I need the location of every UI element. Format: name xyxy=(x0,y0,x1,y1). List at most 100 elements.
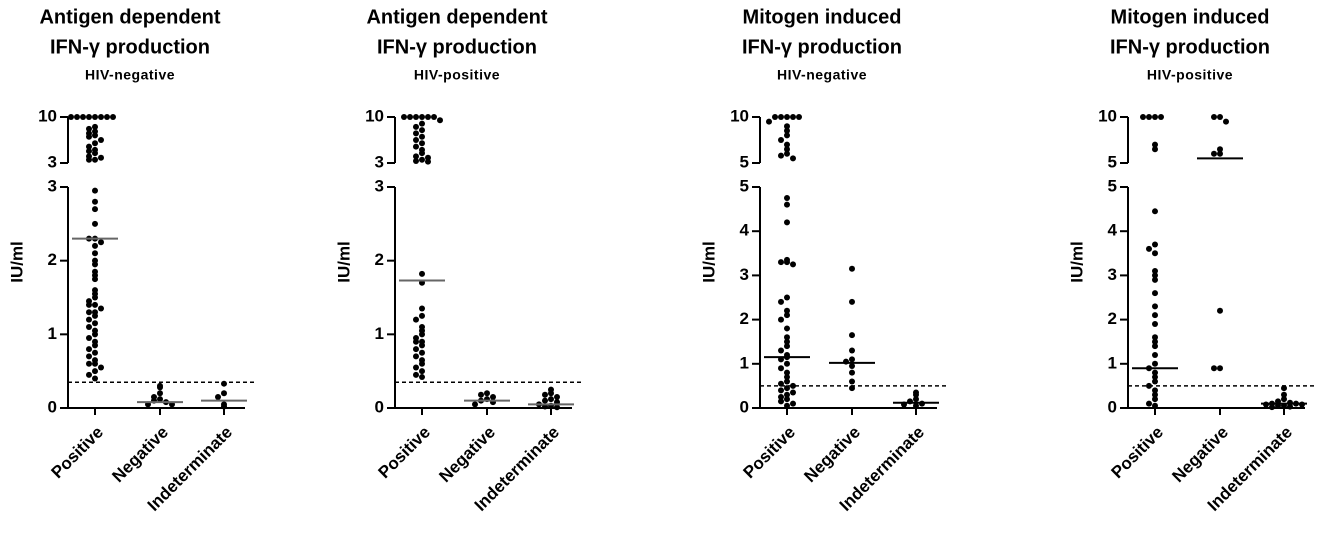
data-point xyxy=(92,242,98,249)
data-point xyxy=(86,114,92,120)
data-point xyxy=(784,307,790,314)
data-point xyxy=(778,387,784,394)
data-point xyxy=(849,332,855,339)
data-point xyxy=(784,259,790,266)
y-tick-label: 3 xyxy=(740,265,749,284)
data-point xyxy=(413,130,419,137)
data-point xyxy=(92,331,98,338)
data-point xyxy=(849,385,855,392)
chart-title: IFN-γ production xyxy=(1110,36,1270,58)
y-tick-label: 1 xyxy=(740,353,749,372)
y-tick-label: 3 xyxy=(48,176,57,195)
data-point xyxy=(1140,114,1146,120)
data-point xyxy=(92,375,98,382)
data-point xyxy=(1146,382,1152,389)
data-point xyxy=(790,261,796,268)
data-point xyxy=(92,156,98,163)
chart-subtitle: HIV-positive xyxy=(414,67,500,83)
y-tick-label: 1 xyxy=(1108,353,1117,372)
data-point xyxy=(542,391,548,398)
data-point xyxy=(784,334,790,341)
y-tick-label: 0 xyxy=(48,397,57,416)
data-point xyxy=(98,154,104,161)
data-point xyxy=(92,150,98,157)
y-tick-label: 10 xyxy=(730,106,749,125)
y-tick-label: 5 xyxy=(740,152,749,171)
y-tick-label: 10 xyxy=(38,106,57,125)
data-point xyxy=(784,123,790,130)
data-point xyxy=(68,114,74,120)
data-point xyxy=(1152,360,1158,367)
chart-title: IFN-γ production xyxy=(742,36,902,58)
data-point xyxy=(784,146,790,153)
y-tick-label: 3 xyxy=(48,152,57,171)
data-point xyxy=(1152,250,1158,257)
data-point xyxy=(86,360,92,367)
data-point xyxy=(849,369,855,376)
y-tick-label: 0 xyxy=(740,397,749,416)
chart-title: Antigen dependent xyxy=(39,6,220,28)
data-point xyxy=(784,294,790,301)
data-point xyxy=(98,239,104,246)
data-point xyxy=(778,347,784,354)
data-point xyxy=(1152,351,1158,358)
data-point xyxy=(490,393,496,400)
data-point xyxy=(437,117,443,124)
data-point xyxy=(413,364,419,371)
data-point xyxy=(419,114,425,120)
data-point xyxy=(92,294,98,301)
data-point xyxy=(784,150,790,157)
data-point xyxy=(419,342,425,349)
data-point xyxy=(1152,208,1158,215)
data-point xyxy=(86,125,92,132)
chart-title: Antigen dependent xyxy=(366,6,547,28)
y-tick-label: 2 xyxy=(1108,309,1117,328)
data-point xyxy=(849,356,855,363)
data-point xyxy=(419,156,425,163)
data-point xyxy=(784,141,790,148)
chart-title: Mitogen induced xyxy=(1111,6,1270,28)
data-point xyxy=(1152,387,1158,394)
data-point xyxy=(419,331,425,338)
data-point xyxy=(772,114,778,120)
data-point xyxy=(92,220,98,227)
data-point xyxy=(1152,267,1158,274)
data-point xyxy=(419,133,425,140)
data-point xyxy=(1211,150,1217,157)
data-point xyxy=(1223,118,1229,125)
data-point xyxy=(86,309,92,316)
data-point xyxy=(1152,241,1158,248)
y-tick-label: 5 xyxy=(1108,152,1117,171)
data-point xyxy=(92,320,98,327)
data-point xyxy=(849,363,855,370)
data-point xyxy=(790,114,796,120)
data-point xyxy=(221,403,227,410)
data-point xyxy=(1217,114,1223,120)
data-point xyxy=(849,298,855,305)
data-point xyxy=(86,156,92,163)
data-point xyxy=(86,353,92,360)
y-tick-label: 5 xyxy=(740,176,749,195)
chart-title: Mitogen induced xyxy=(743,6,902,28)
data-point xyxy=(419,270,425,277)
data-point xyxy=(554,404,560,411)
data-point xyxy=(92,132,98,139)
data-point xyxy=(92,342,98,349)
data-point xyxy=(913,396,919,403)
y-tick-label: 10 xyxy=(365,106,384,125)
data-point xyxy=(1152,334,1158,341)
data-point xyxy=(913,391,919,398)
data-point xyxy=(413,114,419,120)
data-point xyxy=(784,195,790,202)
data-point xyxy=(86,346,92,353)
data-point xyxy=(1269,404,1275,411)
data-point xyxy=(419,312,425,319)
data-point xyxy=(413,353,419,360)
data-point xyxy=(1152,369,1158,376)
data-point xyxy=(419,305,425,312)
data-point xyxy=(80,114,86,120)
data-point xyxy=(472,401,478,408)
y-tick-label: 3 xyxy=(375,176,384,195)
data-point xyxy=(784,369,790,376)
